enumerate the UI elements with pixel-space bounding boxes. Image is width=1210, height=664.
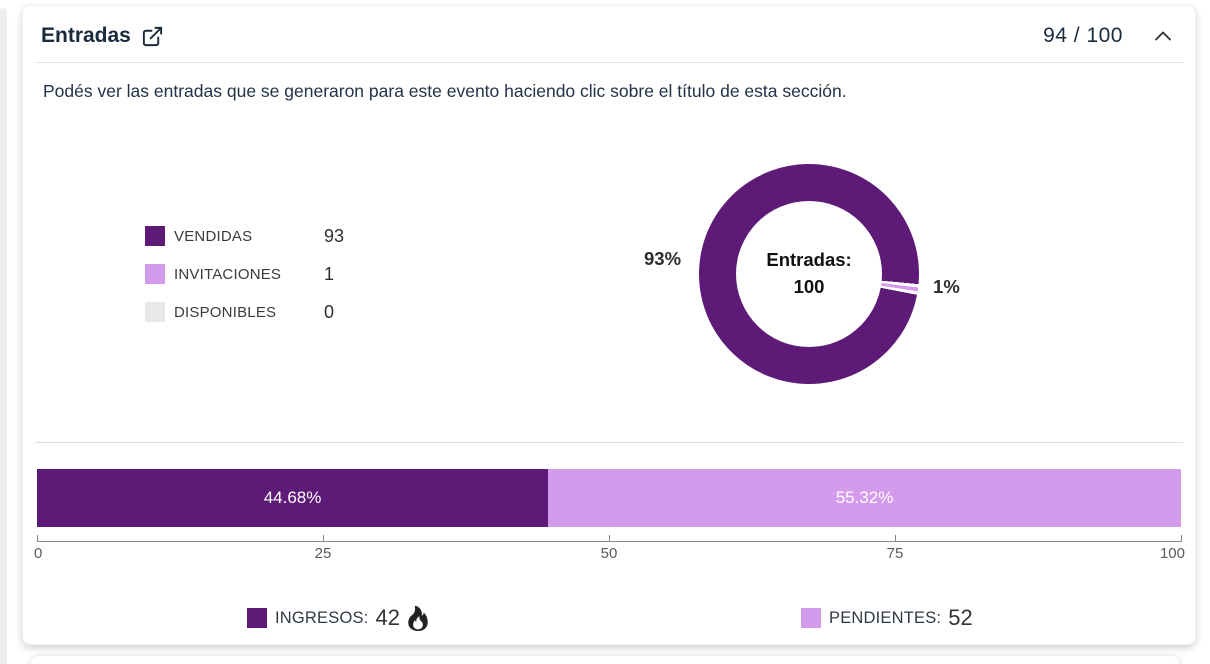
donut-chart: 93% Entradas: 100 1% [644, 164, 960, 384]
pendientes-swatch [800, 608, 821, 628]
bar-segment-label: 44.68% [263, 488, 322, 507]
donut-label-vendidas: 93% [644, 248, 682, 269]
vendidas-swatch [145, 226, 165, 246]
entradas-card: Entradas 94 / 100 Podés [22, 5, 1196, 645]
axis-tick-label: 0 [34, 545, 43, 562]
chevron-up-icon[interactable] [1149, 22, 1177, 50]
axis-tick-label: 50 [600, 545, 618, 562]
ingresos-swatch [247, 608, 267, 628]
donut-legend: VENDIDAS 93 INVITACIONES 1 DISPONIBLES 0 [145, 226, 344, 323]
donut-ring[interactable]: Entradas: 100 [699, 164, 920, 384]
axis-tick [1181, 535, 1182, 542]
legend-item-invitaciones: INVITACIONES 1 [145, 264, 344, 285]
axis-tick [323, 535, 324, 542]
invitaciones-swatch [145, 264, 165, 284]
ingresos-label: INGRESOS: [275, 608, 369, 627]
legend-item-ingresos: INGRESOS: 42 [247, 605, 431, 631]
legend-item-disponibles: DISPONIBLES 0 [145, 302, 344, 323]
pendientes-label: PENDIENTES: [828, 608, 942, 627]
adjacent-card-edge [0, 8, 7, 664]
legend-label: VENDIDAS [174, 227, 253, 245]
legend-item-vendidas: VENDIDAS 93 [145, 226, 344, 247]
next-card-edge [30, 655, 1180, 664]
donut-chart-section: VENDIDAS 93 INVITACIONES 1 DISPONIBLES 0… [33, 102, 1185, 402]
card-header: Entradas 94 / 100 [33, 6, 1185, 62]
donut-label-invitaciones: 1% [933, 276, 960, 297]
tickets-counter: 94 / 100 [1043, 24, 1123, 47]
bar-segment-ingresos[interactable]: 44.68% [37, 469, 549, 527]
axis-tick [895, 535, 896, 542]
disponibles-swatch [145, 302, 165, 322]
bar-axis: 0 25 50 75 100 [34, 535, 1185, 565]
legend-value: 0 [324, 301, 335, 322]
flame-icon [405, 605, 431, 631]
stacked-bar-chart: 44.68% 55.32% [37, 469, 1181, 527]
legend-label: DISPONIBLES [174, 303, 277, 321]
ingresos-value: 42 [375, 605, 400, 630]
bar-segment-label: 55.32% [835, 488, 894, 507]
axis-tick-label: 25 [314, 545, 332, 562]
section-description: Podés ver las entradas que se generaron … [43, 81, 847, 101]
external-link-icon[interactable] [141, 25, 164, 48]
section-divider [35, 442, 1183, 443]
donut-center-text: Entradas: 100 [766, 249, 852, 297]
bar-legend: INGRESOS: 42 PENDIENTES: 52 [37, 605, 1181, 631]
axis-tick-label: 75 [886, 545, 904, 562]
axis-tick [609, 535, 610, 542]
legend-item-pendientes: PENDIENTES: 52 [800, 605, 973, 631]
bar-segment-pendientes[interactable]: 55.32% [548, 469, 1181, 527]
page-title[interactable]: Entradas [41, 24, 131, 47]
pendientes-value: 52 [948, 605, 973, 630]
header-divider [35, 62, 1183, 63]
stacked-bar-section: 44.68% 55.32% 0 25 50 75 100 INGRESOS: 4… [33, 443, 1185, 631]
legend-label: INVITACIONES [174, 265, 282, 283]
axis-tick [37, 535, 38, 542]
axis-tick-label: 100 [1159, 545, 1185, 562]
legend-value: 1 [324, 263, 335, 284]
legend-value: 93 [324, 225, 345, 246]
